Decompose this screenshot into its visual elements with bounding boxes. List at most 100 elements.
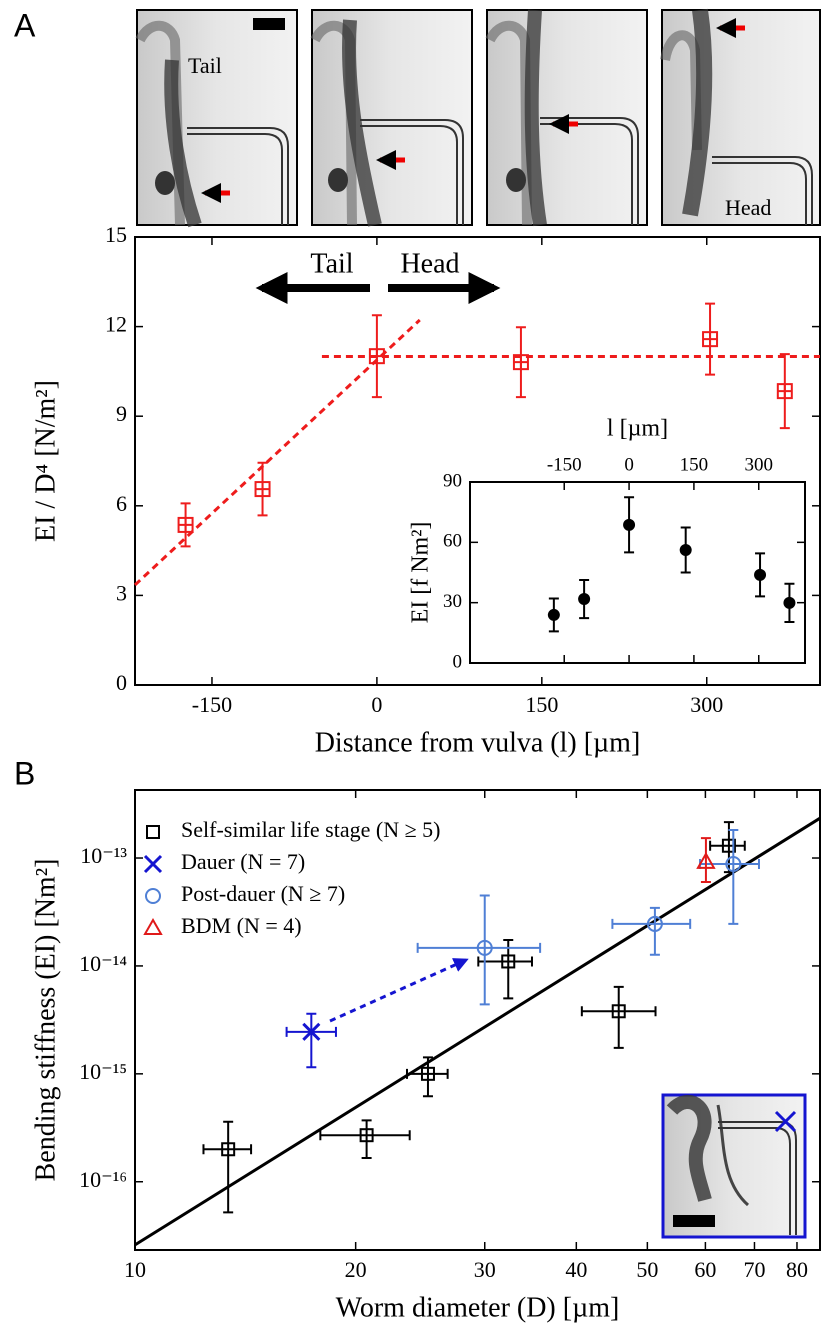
legend-marker xyxy=(143,917,163,935)
x-tick-label: 40 xyxy=(565,1257,587,1282)
x-axis-label: l [µm] xyxy=(607,416,668,442)
micrograph xyxy=(135,9,298,228)
legend-label: Post-dauer (N ≥ 7) xyxy=(181,881,345,906)
error-bar xyxy=(361,1119,372,1159)
marker-plus xyxy=(255,482,270,497)
legend-label: Self-similar life stage (N ≥ 5) xyxy=(181,817,441,842)
marker xyxy=(359,1128,374,1143)
marker xyxy=(420,1066,435,1081)
marker xyxy=(623,518,636,531)
error-bar-x xyxy=(202,1144,253,1155)
error-bar-x xyxy=(319,1130,411,1141)
marker xyxy=(547,608,560,621)
annotation: Head xyxy=(400,248,459,279)
y-axis-label: Bending stiffness (EI) [Nm²] xyxy=(30,859,61,1182)
error-bar xyxy=(700,837,711,883)
y-tick-label: 10⁻¹³ xyxy=(80,843,127,868)
x-axis-label: Distance from vulva (l) [µm] xyxy=(315,727,641,758)
marker xyxy=(721,838,736,853)
micrograph xyxy=(485,9,648,227)
x-tick-label: 20 xyxy=(345,1257,367,1282)
marker xyxy=(302,1022,321,1041)
inset-image xyxy=(661,1093,807,1239)
legend-marker xyxy=(146,825,160,839)
x-tick-label: 0 xyxy=(371,692,382,717)
error-bar-x xyxy=(477,956,533,967)
y-tick-label: 12 xyxy=(105,312,127,337)
x-tick-label: 70 xyxy=(743,1257,765,1282)
x-tick-label: 80 xyxy=(786,1257,808,1282)
x-tick-label: -150 xyxy=(547,454,582,475)
y-axis-label: EI / D⁴ [N/m²] xyxy=(30,380,61,542)
x-tick-label: 300 xyxy=(744,454,773,475)
marker xyxy=(679,543,692,556)
error-bar xyxy=(306,1012,317,1069)
error-bar-x xyxy=(580,1006,657,1017)
marker xyxy=(783,596,796,609)
fit-line xyxy=(133,318,421,587)
marker xyxy=(254,481,271,498)
marker-plus xyxy=(513,355,528,370)
marker xyxy=(725,856,742,873)
y-axis-label: EI [f Nm²] xyxy=(408,522,434,624)
error-bar xyxy=(223,1120,234,1214)
plot-frame xyxy=(134,789,821,1251)
x-tick-label: 60 xyxy=(694,1257,716,1282)
marker-plus xyxy=(369,349,384,364)
image-label: Tail xyxy=(188,53,222,78)
y-tick-label: 15 xyxy=(105,222,127,247)
error-bar xyxy=(728,828,739,925)
marker xyxy=(221,1142,236,1157)
marker xyxy=(177,516,194,533)
micrograph xyxy=(660,8,821,226)
arrow xyxy=(329,958,469,1023)
x-tick-label: 30 xyxy=(474,1257,496,1282)
x-tick-label: 0 xyxy=(624,454,634,475)
legend-label: BDM (N = 4) xyxy=(181,913,302,938)
error-bar-x xyxy=(709,840,746,851)
marker-plus xyxy=(703,332,718,347)
marker xyxy=(696,851,716,869)
inset-background xyxy=(470,482,805,663)
error-bar xyxy=(422,1056,433,1098)
marker xyxy=(501,954,516,969)
y-tick-label: 0 xyxy=(453,651,463,672)
y-tick-label: 10⁻¹⁴ xyxy=(79,951,127,976)
marker xyxy=(646,915,663,932)
x-axis-label: Worm diameter (D) [µm] xyxy=(336,1292,620,1323)
x-tick-label: 150 xyxy=(680,454,709,475)
x-tick-label: 150 xyxy=(525,692,558,717)
y-tick-label: 30 xyxy=(443,591,462,612)
marker-plus xyxy=(777,384,792,399)
marker xyxy=(702,331,719,348)
y-tick-label: 60 xyxy=(443,531,462,552)
plot-frame xyxy=(134,236,821,686)
x-tick-label: 10 xyxy=(124,1257,146,1282)
x-tick-label: 300 xyxy=(690,692,723,717)
error-bar xyxy=(503,938,514,1000)
marker xyxy=(776,383,793,400)
y-tick-label: 90 xyxy=(443,470,462,491)
panel-label: A xyxy=(14,7,36,43)
error-bar xyxy=(479,894,490,1006)
x-tick-label: 50 xyxy=(636,1257,658,1282)
error-bar-x xyxy=(416,942,542,953)
panel-label: B xyxy=(14,755,35,791)
error-bar-x xyxy=(611,918,692,929)
annotation: Tail xyxy=(310,248,353,279)
y-tick-label: 3 xyxy=(116,580,127,605)
fit-line xyxy=(134,816,821,1247)
marker xyxy=(476,939,493,956)
y-tick-label: 0 xyxy=(116,670,127,695)
marker xyxy=(368,348,385,365)
image-label: Head xyxy=(725,195,771,220)
y-tick-label: 9 xyxy=(116,401,127,426)
marker xyxy=(754,568,767,581)
y-tick-label: 10⁻¹⁵ xyxy=(79,1059,127,1084)
x-tick-label: -150 xyxy=(192,692,232,717)
y-tick-label: 10⁻¹⁶ xyxy=(79,1167,127,1192)
legend-label: Dauer (N = 7) xyxy=(181,849,305,874)
marker xyxy=(578,593,591,606)
